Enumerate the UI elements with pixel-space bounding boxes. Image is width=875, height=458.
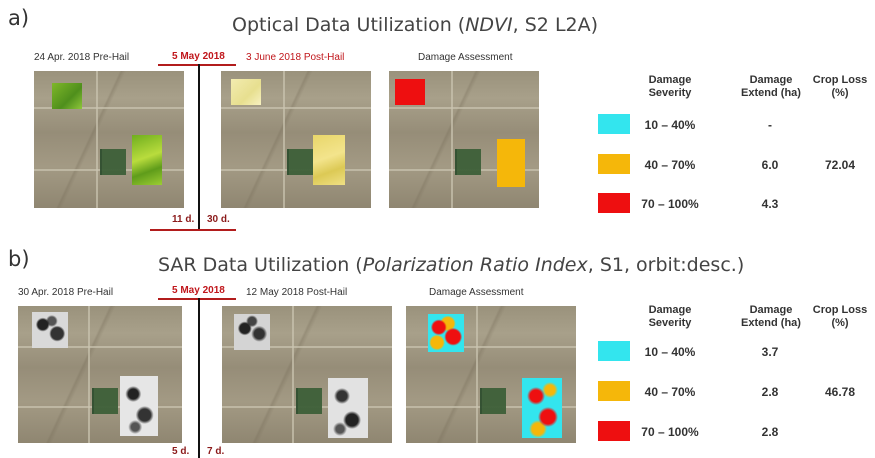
panel-b-swatch-mid bbox=[598, 381, 630, 401]
panel-a-header-loss: Crop Loss (%) bbox=[812, 74, 868, 99]
panel-a-days-after: 30 d. bbox=[207, 214, 230, 225]
panel-b-days-after: 7 d. bbox=[207, 446, 225, 457]
panel-b-event-line bbox=[158, 298, 236, 300]
panel-a-days-line bbox=[150, 229, 236, 231]
panel-b-caption-pre: 30 Apr. 2018 Pre-Hail bbox=[18, 287, 114, 298]
panel-b-pre-hail-image bbox=[18, 306, 182, 443]
panel-a-event-marker bbox=[198, 64, 200, 229]
panel-a-pre-hail-image bbox=[34, 71, 184, 208]
panel-b-letter: b) bbox=[8, 247, 30, 271]
panel-b-severity-low: 10 – 40% bbox=[644, 345, 696, 359]
panel-a-swatch-high bbox=[598, 193, 630, 213]
panel-a-swatch-mid bbox=[598, 154, 630, 174]
panel-b-days-before: 5 d. bbox=[172, 446, 190, 457]
panel-a-caption-post: 3 June 2018 Post-Hail bbox=[246, 52, 345, 63]
panel-b-header-loss: Crop Loss (%) bbox=[812, 304, 868, 329]
panel-a-header-severity: Damage Severity bbox=[648, 74, 692, 99]
panel-a-post-hail-image bbox=[221, 71, 371, 208]
panel-b-header-severity: Damage Severity bbox=[648, 304, 692, 329]
panel-b-post-hail-image bbox=[222, 306, 392, 443]
panel-b-header-extend: Damage Extend (ha) bbox=[741, 304, 801, 329]
panel-b-severity-high: 70 – 100% bbox=[641, 425, 699, 439]
panel-a-event-date: 5 May 2018 bbox=[172, 51, 225, 62]
panel-b-severity-mid: 40 – 70% bbox=[644, 385, 696, 399]
panel-a-event-line bbox=[158, 64, 236, 66]
panel-a-letter: a) bbox=[8, 6, 30, 30]
panel-b-swatch-low bbox=[598, 341, 630, 361]
panel-b-assessment-image bbox=[406, 306, 576, 443]
panel-a-days-before: 11 d. bbox=[172, 214, 195, 225]
panel-a-severity-high: 70 – 100% bbox=[641, 197, 699, 211]
panel-b-caption-assessment: Damage Assessment bbox=[429, 287, 524, 298]
panel-b-event-date: 5 May 2018 bbox=[172, 285, 225, 296]
panel-a-caption-assessment: Damage Assessment bbox=[418, 52, 513, 63]
panel-b-extend-mid: 2.8 bbox=[761, 385, 779, 399]
panel-a-crop-loss: 72.04 bbox=[824, 158, 856, 172]
panel-a-title: Optical Data Utilization (NDVI, S2 L2A) bbox=[232, 14, 599, 36]
panel-a-swatch-low bbox=[598, 114, 630, 134]
panel-b-title: SAR Data Utilization (Polarization Ratio… bbox=[158, 254, 745, 276]
panel-a-header-extend: Damage Extend (ha) bbox=[741, 74, 801, 99]
panel-b-caption-post: 12 May 2018 Post-Hail bbox=[246, 287, 348, 298]
panel-b-crop-loss: 46.78 bbox=[824, 385, 856, 399]
panel-b-swatch-high bbox=[598, 421, 630, 441]
panel-a-caption-pre: 24 Apr. 2018 Pre-Hail bbox=[34, 52, 130, 63]
panel-a-assessment-image bbox=[389, 71, 539, 208]
panel-a-extend-high: 4.3 bbox=[761, 197, 779, 211]
panel-a-severity-low: 10 – 40% bbox=[644, 118, 696, 132]
panel-b-extend-high: 2.8 bbox=[761, 425, 779, 439]
panel-a-severity-mid: 40 – 70% bbox=[644, 158, 696, 172]
panel-a-extend-mid: 6.0 bbox=[761, 158, 779, 172]
panel-b-extend-low: 3.7 bbox=[761, 345, 779, 359]
panel-b-event-marker bbox=[198, 298, 200, 458]
panel-a-extend-low: - bbox=[768, 118, 772, 132]
